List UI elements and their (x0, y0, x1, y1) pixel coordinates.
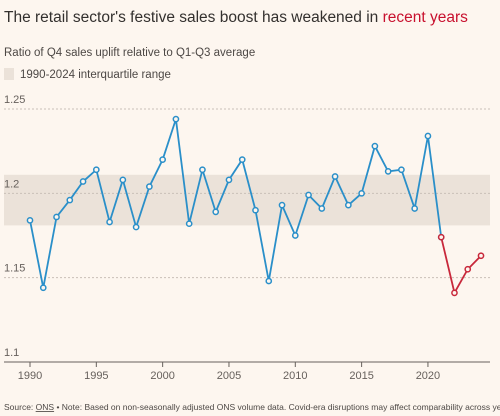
title-highlight: recent years (383, 9, 469, 26)
data-point (345, 201, 352, 209)
data-point (464, 265, 472, 273)
data-point (119, 176, 127, 184)
note: • Note: Based on non-seasonally adjusted… (54, 402, 500, 412)
data-point (371, 142, 379, 150)
data-point (106, 218, 113, 226)
data-point (265, 277, 273, 285)
footnote: Source: ONS • Note: Based on non-seasona… (4, 402, 500, 412)
legend-swatch (4, 68, 14, 80)
x-tick-label: 2000 (150, 370, 174, 382)
data-point (66, 196, 74, 204)
legend-label: 1990-2024 interquartile range (20, 69, 171, 81)
data-point (411, 205, 419, 212)
x-tick-label: 2010 (283, 370, 307, 382)
data-point (252, 206, 259, 214)
data-point (398, 166, 405, 174)
data-point (26, 216, 34, 224)
data-point (212, 208, 220, 216)
data-point (424, 132, 432, 140)
x-tick-label: 2005 (217, 370, 241, 382)
y-tick-label: 1.15 (4, 263, 25, 275)
data-point (291, 232, 299, 239)
x-tick-label: 1990 (18, 370, 42, 382)
x-tick-label: 2020 (416, 370, 440, 382)
source-prefix: Source: (4, 402, 36, 412)
data-point (199, 166, 206, 174)
data-point (146, 183, 153, 190)
chart-title: The retail sector's festive sales boost … (4, 9, 468, 26)
y-tick-label: 1.2 (4, 178, 19, 190)
subtitle: Ratio of Q4 sales uplift relative to Q1-… (4, 47, 255, 59)
data-point (225, 176, 233, 184)
source-link[interactable]: ONS (36, 402, 55, 412)
data-point (53, 213, 60, 221)
series-line (440, 236, 482, 296)
data-point (358, 189, 365, 197)
data-point (384, 168, 392, 175)
data-point (238, 156, 246, 163)
data-point (477, 252, 485, 260)
x-tick-label: 2015 (349, 370, 373, 382)
data-point (451, 289, 458, 297)
data-point (278, 201, 286, 209)
data-point (159, 156, 166, 163)
data-point (185, 220, 193, 228)
data-point (172, 115, 180, 123)
data-point (132, 223, 140, 231)
series-line (29, 118, 443, 288)
y-tick-label: 1.25 (4, 94, 25, 106)
data-point (318, 205, 326, 212)
y-tick-label: 1.1 (4, 347, 19, 359)
title-text: The retail sector's festive sales boost … (4, 9, 383, 26)
x-tick-label: 1995 (84, 370, 108, 382)
data-point (79, 178, 87, 185)
data-point (331, 173, 339, 180)
data-point (39, 284, 47, 292)
data-point (437, 233, 445, 241)
data-point (305, 191, 312, 199)
data-point (92, 166, 100, 174)
